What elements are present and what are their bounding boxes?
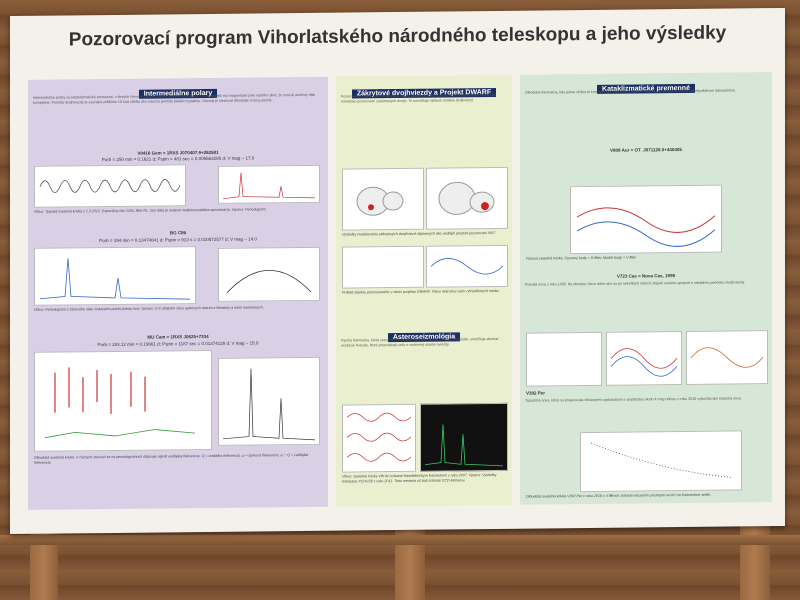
v392-light-curve-plot [580,430,742,493]
v723-plot-2 [606,331,682,386]
poster: Pozorovací program Vihorlatského národné… [10,7,785,535]
v723-plot-1 [526,331,602,387]
wooden-rail [0,535,800,545]
object-label: V392 Per [526,390,546,396]
frequency-spectrum-plot [420,402,508,472]
phase-light-curve-plot [570,184,722,255]
periodogram-plot [34,246,196,306]
column-eclipsing-binaries: Zákrytové dvojhviezdy a Projekt DWARF Po… [336,74,512,507]
wooden-post-right [740,520,770,600]
oc-diagram-plot [218,246,320,302]
object-params: Porb = 283.12 min = 0.19661 d; Pspin = 1… [97,340,259,348]
binary-model-image [342,167,424,231]
v723-plot-3 [686,330,768,385]
phase-curve-plot [426,244,508,288]
object-label: V723 Cas = Nova Cas, 1995 [616,273,676,279]
figure-caption: Príklad objektu pozorovaného v rámci pro… [342,288,500,295]
wooden-post-middle [395,520,425,600]
section-text: Pozorovanie zákrytových dvojhviezd má na… [341,92,497,104]
object-label: V808 Aur = OT_J071126.0+440405 [610,147,682,153]
figure-caption: Výsledky modelovania zákrytových dvojhvi… [342,230,496,237]
column-cataclysmic-variables: Kataklizmatické premenné Dlhodobá fotome… [520,72,772,505]
section-text: Dlhodobá fotometria, kde jedna zložka je… [525,88,737,95]
figure-caption: Dlhodobá svetelná krivka. V rôznych stav… [34,452,309,465]
section-text: Rýchla fotometria, ktorá zaznamená variá… [341,336,499,348]
figure-caption: Fázová svetelná krivka. Červený body = R… [526,255,637,261]
periodogram-plot [218,356,320,446]
section-text: Intermediálne polary sú kataklizmatické … [33,92,316,105]
column-intermediate-polars: Intermediálne polary Intermediálne polar… [28,76,328,510]
figure-caption: Dlhodobá svetelná krivka V392 Per v roku… [526,492,711,499]
long-term-light-curve-plot [34,349,212,452]
section-text: Pomalá nova z roku 1995. Na obrázku vľav… [525,280,745,287]
figure-caption: Vľavo: Svetelné krivky VW Ari získané fo… [342,472,497,484]
periodogram-plot [218,164,320,204]
spectrum-plot [342,245,424,289]
figure-caption: Vľavo: Typická svetelná krivka z 1.3.201… [34,207,267,214]
asteroseismology-light-curves [342,403,416,473]
figure-caption: Vľavo: Periodogram z časového radu získa… [34,305,264,312]
binary-model-image [426,166,508,230]
section-text: Trpaslíčia nova, ktorá sa prejavovala ob… [525,396,742,403]
poster-title: Pozorovací program Vihorlatského národné… [68,22,727,51]
object-params: Porb = 194 min = 0.13474841 d; Pspin = 9… [99,236,257,244]
light-curve-plot [34,164,186,208]
